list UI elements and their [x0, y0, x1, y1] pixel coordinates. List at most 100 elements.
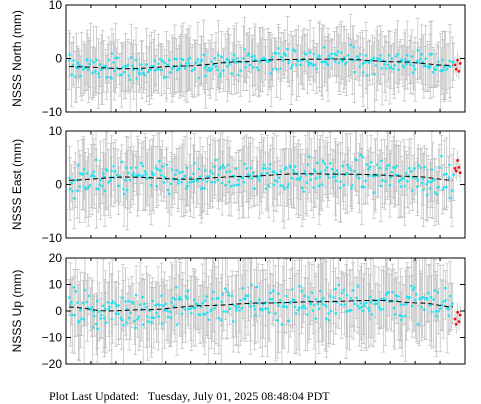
data-point [346, 163, 349, 167]
data-point [209, 69, 212, 72]
data-point [79, 308, 82, 312]
data-point [438, 166, 442, 169]
data-point [389, 65, 393, 69]
data-point [310, 291, 314, 294]
data-point [329, 309, 333, 313]
data-point [402, 65, 406, 69]
data-point [238, 309, 242, 312]
data-point [312, 186, 315, 189]
data-point [104, 64, 107, 68]
data-point [140, 63, 143, 66]
data-point [80, 317, 83, 320]
data-point [154, 68, 158, 72]
data-point [227, 58, 230, 62]
data-point [216, 68, 219, 72]
data-point [442, 185, 446, 189]
data-point [88, 62, 92, 66]
data-point [217, 53, 220, 57]
data-point [282, 186, 286, 190]
data-point [416, 185, 419, 189]
data-point [120, 318, 124, 322]
data-point [397, 180, 401, 183]
data-point [203, 66, 206, 70]
data-point [161, 59, 165, 63]
data-point [416, 322, 420, 326]
data-point [82, 318, 86, 321]
data-point [152, 316, 156, 320]
data-point [411, 288, 415, 291]
data-point [259, 174, 262, 178]
data-point [349, 296, 353, 300]
plot-updated-footer: Plot Last Updated: Tuesday, July 01, 202… [49, 389, 330, 404]
data-point [425, 182, 428, 186]
data-point [290, 176, 293, 180]
y-tick-label: 20 [49, 251, 63, 265]
data-point [402, 303, 406, 306]
data-point [385, 167, 388, 171]
data-point [278, 299, 282, 302]
data-point [113, 302, 117, 305]
data-point [229, 184, 233, 188]
data-point [424, 64, 427, 67]
recent-data-point [457, 320, 461, 323]
recent-data-point [458, 61, 462, 65]
data-point [408, 295, 411, 299]
data-point [285, 294, 288, 298]
data-point [99, 317, 103, 320]
data-point [354, 58, 358, 62]
data-point [387, 290, 391, 294]
data-point [284, 54, 288, 57]
data-point [150, 170, 154, 174]
data-point [441, 58, 444, 62]
data-point [253, 187, 256, 190]
data-point [355, 54, 359, 58]
data-point [372, 191, 376, 194]
data-point [293, 165, 297, 168]
y-tick-label: 0 [55, 178, 62, 192]
data-point [258, 60, 262, 64]
data-point [393, 64, 396, 67]
data-point [120, 160, 124, 164]
data-point [231, 320, 235, 323]
data-point [70, 300, 73, 304]
data-point [174, 286, 178, 289]
data-point [306, 313, 309, 316]
data-point [68, 187, 72, 191]
data-point [349, 168, 352, 172]
data-point [393, 312, 397, 316]
data-point [206, 174, 209, 178]
data-point [104, 321, 108, 325]
data-point [425, 193, 429, 197]
data-point [379, 184, 383, 188]
data-point [273, 179, 277, 182]
data-point [178, 171, 182, 174]
data-point [67, 58, 71, 62]
data-point [228, 307, 232, 311]
data-point [388, 183, 392, 187]
data-point [319, 289, 322, 293]
data-point [394, 294, 398, 297]
data-point [257, 68, 260, 72]
data-point [134, 58, 138, 62]
data-point [85, 300, 89, 304]
data-point [136, 317, 139, 321]
data-point [399, 185, 403, 188]
data-point [220, 55, 223, 59]
data-point [91, 326, 94, 329]
data-point [267, 311, 271, 314]
data-point [184, 187, 188, 190]
data-point [291, 63, 294, 67]
data-point [449, 196, 453, 200]
data-point [274, 312, 277, 315]
data-point [237, 183, 241, 187]
data-point [175, 57, 178, 61]
data-point [339, 51, 343, 54]
data-point [188, 181, 191, 184]
data-point [154, 166, 158, 170]
data-point [423, 165, 426, 169]
data-point [268, 297, 272, 301]
data-point [178, 295, 181, 299]
data-point [270, 297, 274, 301]
data-point [251, 171, 255, 175]
data-point [303, 169, 307, 173]
